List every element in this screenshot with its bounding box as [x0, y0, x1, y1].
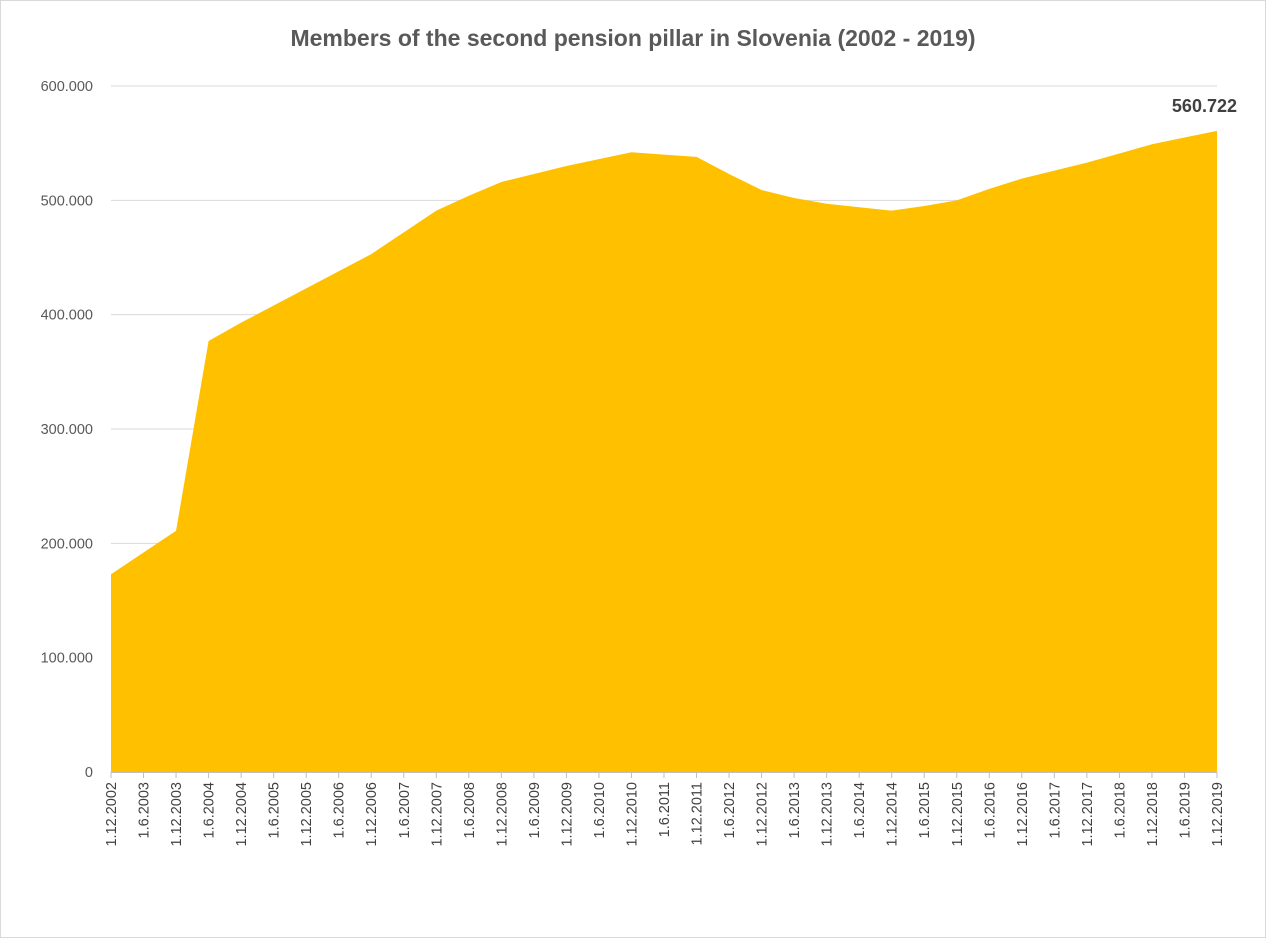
y-tick-label: 300.000	[41, 422, 93, 438]
x-tick-label: 1.6.2018	[1112, 782, 1128, 838]
x-tick-label: 1.12.2019	[1210, 782, 1226, 847]
x-tick-label: 1.12.2010	[624, 782, 640, 847]
y-tick-label: 500.000	[41, 193, 93, 209]
y-tick-label: 0	[85, 765, 93, 781]
x-tick-label: 1.6.2007	[397, 782, 413, 838]
x-tick-label: 1.6.2015	[917, 782, 933, 838]
x-tick-label: 1.6.2017	[1047, 782, 1063, 838]
x-tick-label: 1.6.2014	[852, 782, 868, 838]
x-tick-label: 1.12.2007	[429, 782, 445, 847]
x-tick-label: 1.12.2005	[299, 782, 315, 847]
y-tick-label: 100.000	[41, 651, 93, 667]
x-tick-label: 1.12.2012	[755, 782, 771, 847]
x-tick-label: 1.12.2011	[690, 782, 706, 845]
x-tick-label: 1.6.2003	[137, 782, 153, 838]
x-tick-label: 1.6.2009	[527, 782, 543, 838]
x-tick-label: 1.6.2004	[202, 782, 218, 838]
y-tick-label: 400.000	[41, 308, 93, 324]
data-labels: 560.722	[1172, 96, 1237, 116]
y-tick-label: 600.000	[41, 79, 93, 95]
x-tick-label: 1.6.2013	[787, 782, 803, 838]
x-tick-label: 1.12.2018	[1145, 782, 1161, 847]
x-tick-label: 1.12.2015	[950, 782, 966, 847]
x-tick-label: 1.12.2013	[820, 782, 836, 847]
x-tick-label: 1.6.2010	[592, 782, 608, 838]
x-tick-label: 1.12.2014	[885, 782, 901, 847]
x-tick-label: 1.6.2006	[332, 782, 348, 838]
x-tick-label: 1.12.2017	[1080, 782, 1096, 847]
x-tick-label: 1.12.2009	[559, 782, 575, 847]
x-tick-label: 1.6.2005	[267, 782, 283, 838]
x-tick-label: 1.12.2006	[364, 782, 380, 847]
chart-title: Members of the second pension pillar in …	[290, 25, 975, 51]
x-tick-label: 1.12.2008	[494, 782, 510, 847]
y-axis: 0 100.000 200.000 300.000 400.000 500.000 600.…	[41, 79, 93, 781]
x-tick-label: 1.6.2008	[462, 782, 478, 838]
area-series-path	[111, 130, 1217, 772]
x-tick-label: 1.12.2016	[1015, 782, 1031, 847]
x-tick-label: 1.6.2011	[657, 782, 673, 837]
y-tick-label: 200.000	[41, 536, 93, 552]
x-tick-label: 1.12.2004	[234, 782, 250, 847]
x-tick-label: 1.6.2016	[982, 782, 998, 838]
x-axis: 1.12.2002 1.6.2003 1.12.2003 1.6.2004 1.12.2…	[104, 772, 1226, 847]
data-label: 560.722	[1172, 96, 1237, 116]
x-tick-label: 1.6.2012	[722, 782, 738, 838]
area-series	[111, 130, 1217, 772]
x-tick-label: 1.6.2019	[1177, 782, 1193, 838]
x-tick-label: 1.12.2002	[104, 782, 120, 847]
x-tick-label: 1.12.2003	[169, 782, 185, 847]
